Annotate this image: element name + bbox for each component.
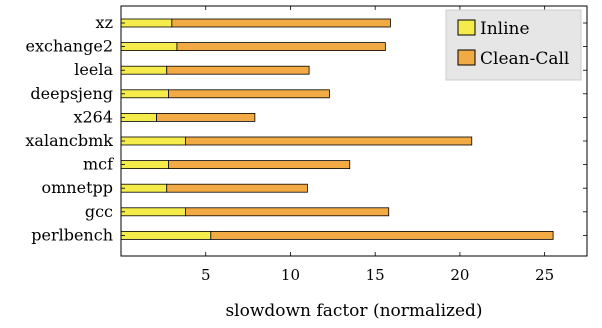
bar-clean-call-leela (166, 65, 310, 75)
legend-swatch-clean-call (457, 49, 476, 66)
bar-clean-call-deepsjeng (168, 89, 330, 99)
category-label-deepsjeng: deepsjeng (30, 84, 113, 103)
bar-clean-call-gcc (184, 207, 390, 217)
category-label-exchange2: exchange2 (26, 37, 114, 56)
category-label-xz: xz (96, 13, 113, 32)
category-labels: xz exchange2 leela deepsjeng x264 xalancbmk mc… (25, 13, 114, 244)
bar-inline-x264 (120, 113, 157, 122)
category-label-gcc: gcc (85, 202, 113, 221)
bars-layer (120, 18, 554, 240)
bar-inline-gcc (120, 207, 186, 217)
category-label-omnetpp: omnetpp (42, 178, 114, 197)
legend-swatch-inline (457, 19, 476, 36)
category-label-x264: x264 (73, 107, 113, 126)
category-label-xalancbmk: xalancbmk (25, 131, 113, 150)
bar-clean-call-xalancbmk (184, 136, 473, 146)
bar-inline-perlbench (120, 230, 212, 240)
x-axis-label: slowdown factor (normalized) (225, 301, 482, 321)
bar-inline-leela (120, 65, 168, 75)
bar-inline-omnetpp (120, 183, 168, 193)
legend-label-clean-call: Clean-Call (480, 49, 569, 69)
x-tick-label-15: 15 (366, 266, 385, 284)
bar-inline-xz (120, 18, 173, 28)
category-label-leela: leela (74, 60, 113, 79)
bar-clean-call-xz (171, 18, 391, 28)
bar-clean-call-omnetpp (166, 183, 308, 193)
category-label-perlbench: perlbench (31, 225, 113, 244)
plot-frame (120, 5, 588, 257)
x-tick-label-5: 5 (201, 266, 211, 284)
bar-clean-call-mcf (168, 160, 351, 170)
bar-clean-call-x264 (156, 113, 256, 122)
bar-clean-call-exchange2 (176, 42, 386, 51)
legend: Inline Clean-Call (445, 9, 582, 81)
bar-inline-xalancbmk (120, 136, 186, 146)
x-tick-label-25: 25 (535, 266, 554, 284)
bar-inline-mcf (120, 160, 169, 170)
ticks-layer: 5 10 15 20 25 (121, 6, 587, 284)
x-tick-label-20: 20 (450, 266, 469, 284)
x-tick-label-10: 10 (281, 266, 300, 284)
bar-clean-call-perlbench (210, 230, 554, 240)
category-label-mcf: mcf (83, 155, 114, 174)
bar-inline-exchange2 (120, 42, 178, 51)
legend-label-inline: Inline (480, 19, 530, 39)
bar-inline-deepsjeng (120, 89, 169, 99)
